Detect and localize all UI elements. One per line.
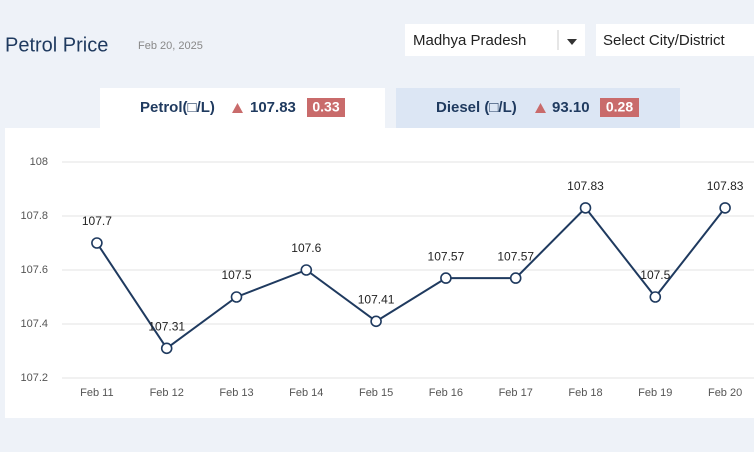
- tab-change: 0.33: [312, 99, 339, 115]
- chart-panel: [5, 128, 754, 418]
- data-label: 107.5: [640, 268, 670, 282]
- point: [440, 272, 452, 284]
- x-tick-label: Feb 12: [150, 387, 184, 399]
- series-line: [96, 206, 726, 350]
- x-tick-label: Feb 19: [638, 387, 672, 399]
- tab-change: 0.28: [606, 99, 633, 115]
- y-tick-label: 107.2: [20, 372, 48, 384]
- up-arrow: [232, 103, 243, 113]
- data-label: 107.83: [567, 179, 604, 193]
- y-tick-label: 107.8: [20, 210, 48, 222]
- tab-label: Petrol(□/L): [140, 99, 215, 116]
- point: [649, 291, 662, 303]
- x-tick-label: Feb 13: [219, 387, 253, 399]
- point: [719, 202, 731, 214]
- y-tick-label: 108: [30, 156, 48, 168]
- chart: 107.2 107.4 107.6 107.8 108 Feb 11 Feb 12 Feb 1…: [20, 156, 754, 399]
- data-label: 107.31: [148, 319, 185, 333]
- data-label: 107.41: [358, 292, 395, 306]
- x-tick-label: Feb 17: [499, 387, 533, 399]
- point: [579, 202, 592, 214]
- point: [160, 342, 173, 355]
- state-text: Madhya Pradesh: [413, 32, 526, 49]
- data-label: 107.5: [221, 268, 251, 282]
- data-label: 107.83: [707, 179, 744, 193]
- y-tick-label: 107.4: [20, 318, 48, 330]
- page-title: Petrol Price: [5, 34, 108, 56]
- caret: [567, 39, 577, 45]
- x-tick-label: Feb 11: [80, 387, 113, 399]
- state-select[interactable]: [405, 24, 585, 56]
- y-tick-label: 107.6: [20, 264, 48, 276]
- point: [230, 291, 243, 303]
- x-tick-label: Feb 18: [568, 387, 602, 399]
- tab-price: 107.83: [250, 99, 296, 116]
- change-badge: [307, 98, 345, 117]
- data-label: 107.6: [291, 241, 321, 255]
- point: [509, 272, 522, 284]
- city-select[interactable]: [596, 24, 754, 56]
- city-text: Select City/District: [603, 32, 726, 49]
- change-badge: [600, 98, 639, 117]
- date: Feb 20, 2025: [138, 40, 203, 52]
- x-tick-label: Feb 15: [359, 387, 393, 399]
- point: [91, 237, 103, 249]
- tab-price: 93.10: [552, 99, 590, 116]
- tab-label: Diesel (□/L): [436, 99, 517, 116]
- data-label: 107.57: [428, 249, 465, 263]
- data-label: 107.7: [82, 214, 112, 228]
- point: [300, 264, 313, 276]
- data-label: 107.57: [497, 249, 534, 263]
- point: [370, 315, 382, 328]
- up-arrow: [535, 103, 546, 113]
- x-tick-label: Feb 20: [708, 387, 742, 399]
- x-tick-label: Feb 14: [289, 387, 323, 399]
- x-tick-label: Feb 16: [429, 387, 463, 399]
